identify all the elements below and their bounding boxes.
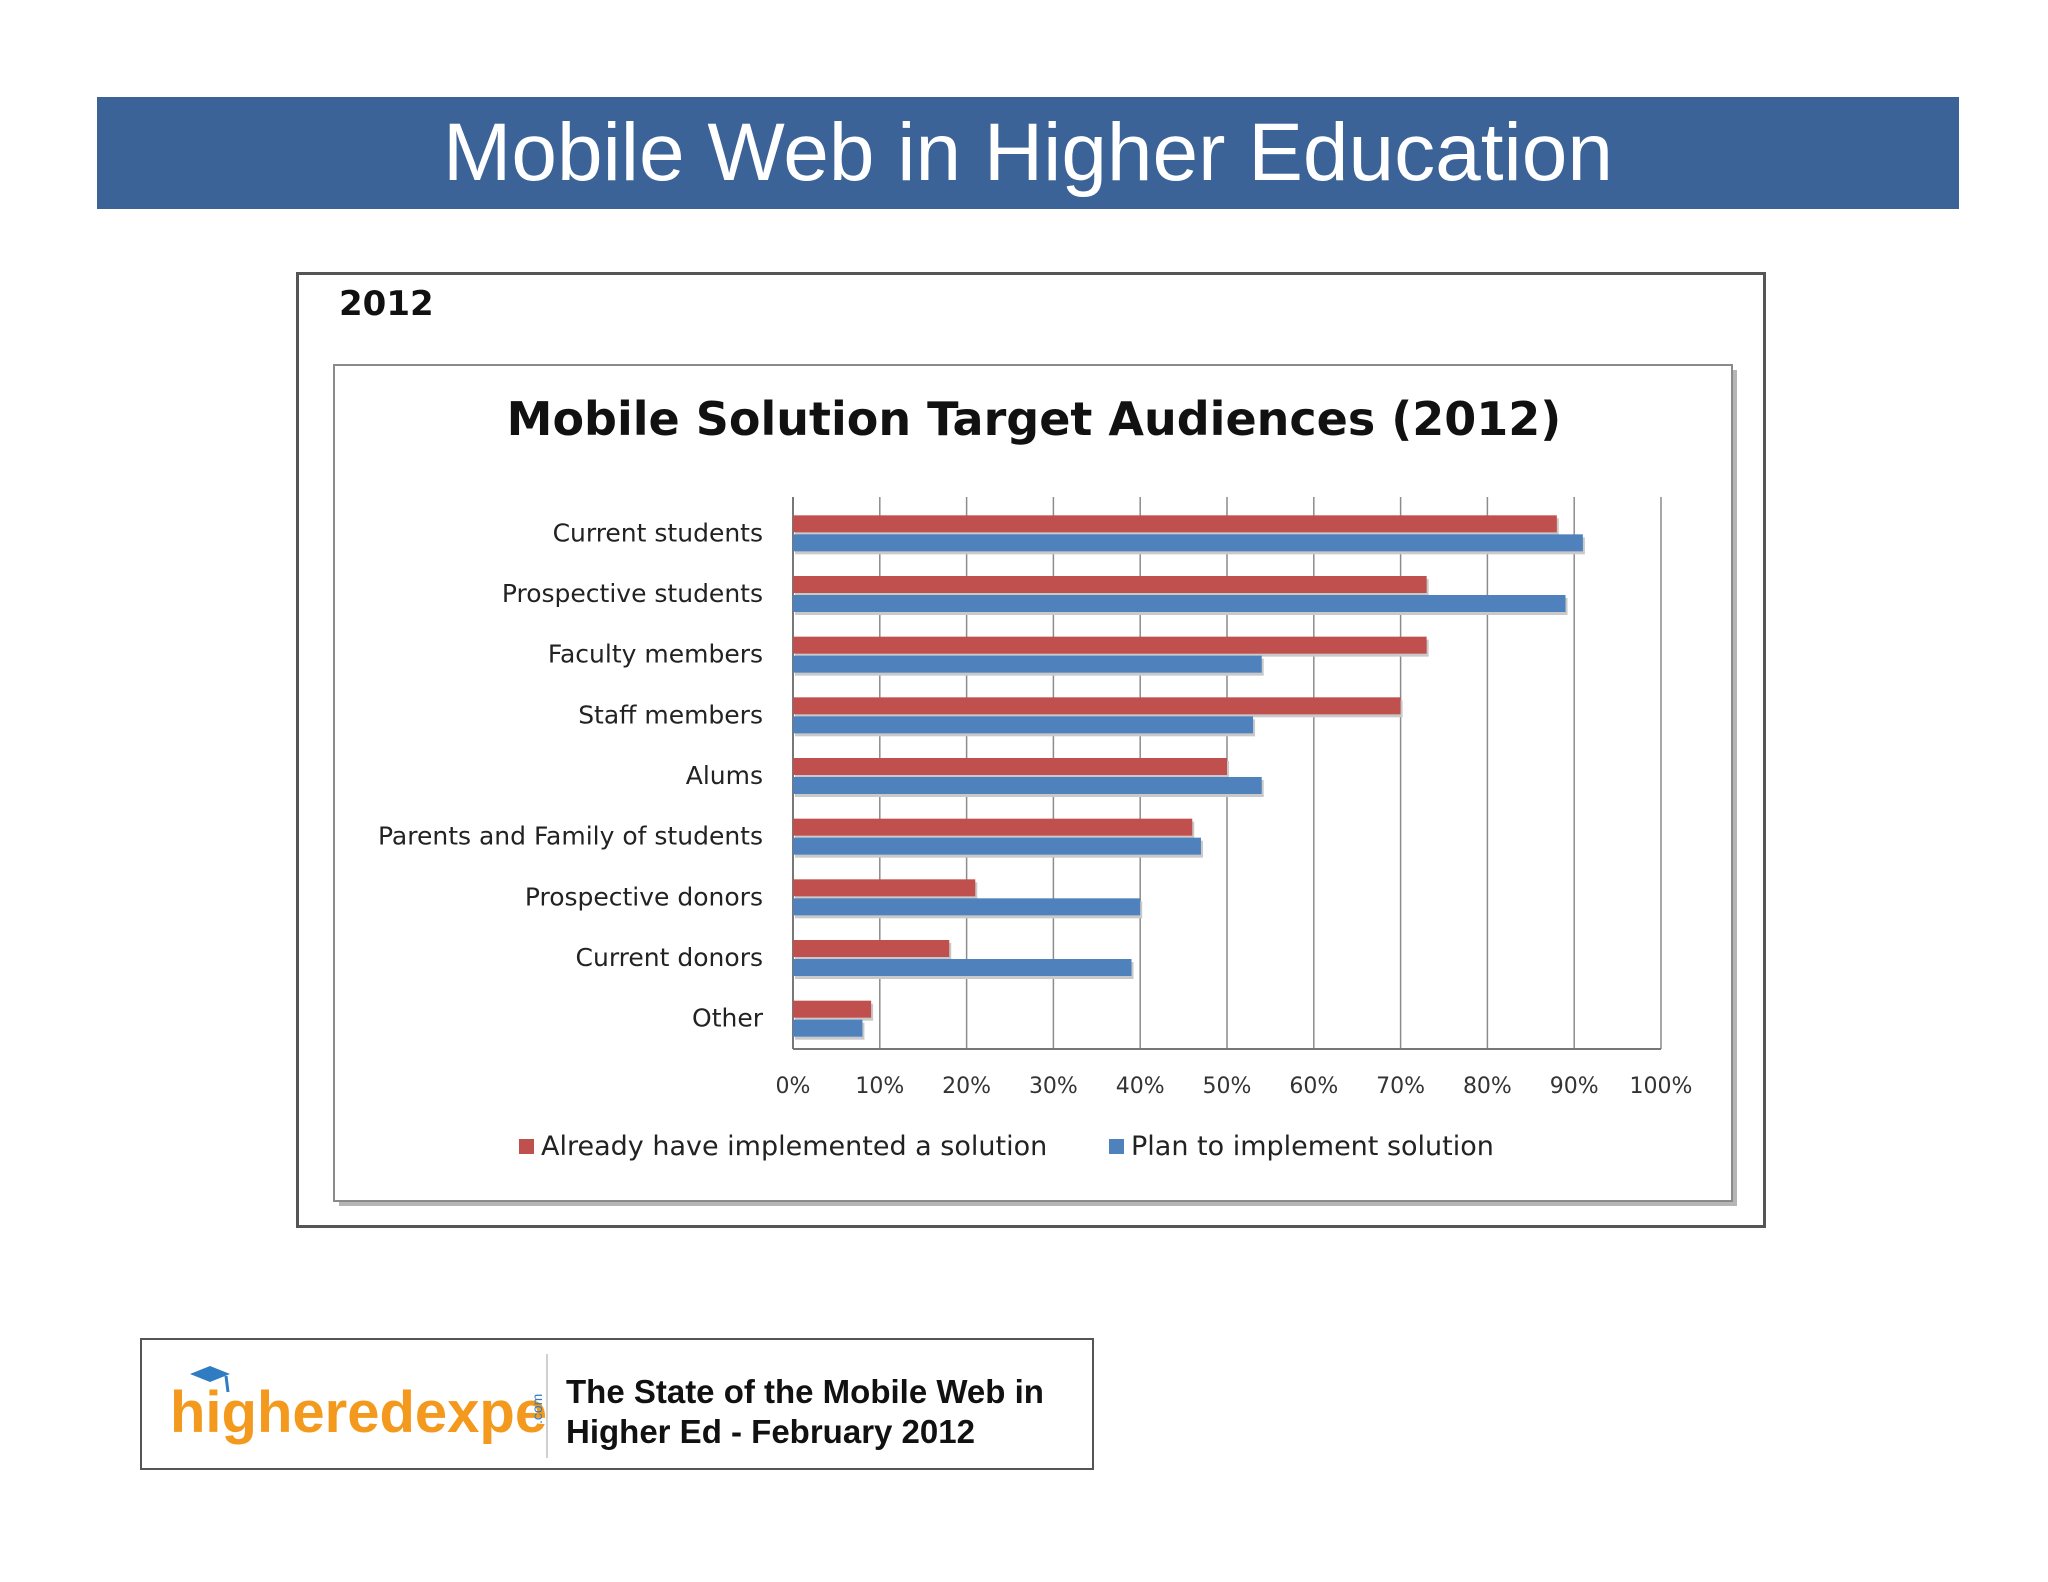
chart-svg: 2012 Mobile Solution Target Audiences (2… bbox=[333, 284, 1737, 1206]
category-label: Current students bbox=[553, 518, 763, 547]
higheredexperts-logo: higheredexperts .com bbox=[170, 1366, 550, 1445]
bar-plan bbox=[793, 777, 1262, 794]
bar-implemented bbox=[793, 697, 1401, 715]
bar-implemented bbox=[793, 940, 950, 957]
source-box: higheredexperts .com The State of the Mo… bbox=[140, 1338, 1094, 1470]
category-label: Prospective donors bbox=[525, 882, 763, 911]
x-tick-label: 30% bbox=[1029, 1074, 1078, 1099]
chart-frame: 2012 Mobile Solution Target Audiences (2… bbox=[296, 272, 1766, 1228]
x-tick-label: 90% bbox=[1550, 1074, 1599, 1099]
category-label: Faculty members bbox=[548, 640, 763, 669]
graduation-cap-icon bbox=[190, 1366, 230, 1382]
bar-plan bbox=[793, 534, 1583, 552]
chart-title: Mobile Solution Target Audiences (2012) bbox=[507, 392, 1562, 446]
x-tick-label: 10% bbox=[855, 1074, 904, 1099]
bar-plan bbox=[793, 655, 1262, 673]
x-tick-label: 40% bbox=[1116, 1074, 1165, 1099]
bar-plan bbox=[793, 595, 1566, 612]
bar-implemented bbox=[793, 879, 976, 897]
logo-wordmark: higheredexperts bbox=[170, 1380, 550, 1445]
bar-implemented bbox=[793, 1000, 872, 1018]
x-tick-label: 70% bbox=[1376, 1074, 1425, 1099]
x-tick-label: 80% bbox=[1463, 1074, 1512, 1099]
x-tick-label: 20% bbox=[942, 1074, 991, 1099]
category-label: Alums bbox=[686, 761, 763, 790]
bar-plan bbox=[793, 1019, 863, 1037]
logo-divider bbox=[546, 1354, 548, 1458]
bar-implemented bbox=[793, 758, 1227, 775]
x-tick-label: 60% bbox=[1289, 1074, 1338, 1099]
x-tick-label: 0% bbox=[776, 1074, 811, 1099]
bar-implemented bbox=[793, 636, 1427, 654]
category-label: Parents and Family of students bbox=[378, 822, 763, 851]
legend-swatch bbox=[519, 1139, 534, 1154]
source-citation: The State of the Mobile Web in Higher Ed… bbox=[566, 1372, 1086, 1452]
legend: Already have implemented a solution Plan … bbox=[519, 1131, 1494, 1162]
legend-label: Plan to implement solution bbox=[1131, 1131, 1494, 1162]
bar-plan bbox=[793, 959, 1132, 976]
category-label: Prospective students bbox=[502, 579, 763, 608]
bar-plan bbox=[793, 837, 1201, 855]
category-label: Staff members bbox=[578, 700, 763, 729]
bar-plan bbox=[793, 716, 1254, 734]
bar-implemented bbox=[793, 515, 1557, 533]
bar-implemented bbox=[793, 576, 1427, 593]
cap-tassel bbox=[224, 1375, 230, 1393]
logo-text: higheredexperts bbox=[170, 1380, 550, 1445]
citation-line-1: The State of the Mobile Web in bbox=[566, 1373, 1044, 1410]
slide-title: Mobile Web in Higher Education bbox=[443, 107, 1613, 198]
x-tick-label: 50% bbox=[1203, 1074, 1252, 1099]
x-tick-label: 100% bbox=[1630, 1074, 1693, 1099]
category-label: Current donors bbox=[576, 943, 763, 972]
citation-line-2: Higher Ed - February 2012 bbox=[566, 1413, 975, 1450]
category-label: Other bbox=[692, 1004, 764, 1033]
year-label: 2012 bbox=[339, 284, 434, 324]
legend-label: Already have implemented a solution bbox=[541, 1131, 1047, 1162]
bar-implemented bbox=[793, 818, 1193, 836]
legend-swatch bbox=[1109, 1139, 1124, 1154]
title-banner: Mobile Web in Higher Education bbox=[97, 97, 1959, 209]
logo-suffix: .com bbox=[529, 1394, 545, 1424]
plot-area: 0% 10% 20% 30% 40% 50% 60% 70% 80% 90% 100% Current… bbox=[378, 497, 1692, 1099]
bar-plan bbox=[793, 898, 1141, 916]
